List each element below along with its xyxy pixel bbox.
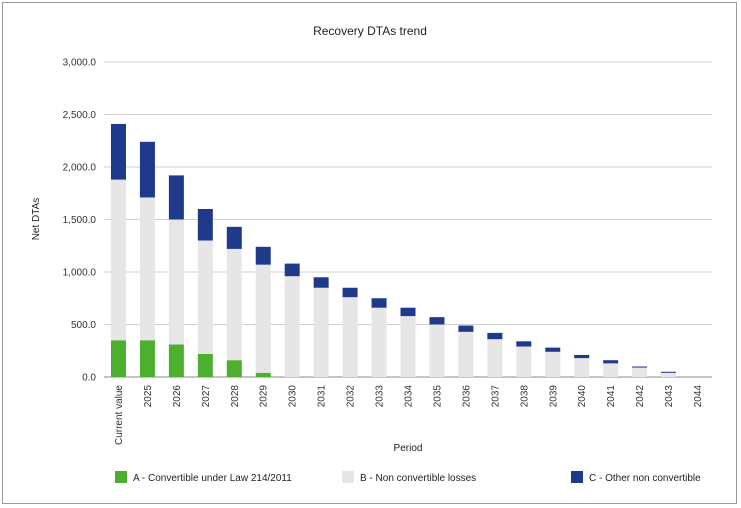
bar-segment-b [255,264,271,373]
bar-segment-b [574,358,590,377]
x-axis-label: Period [394,443,423,454]
bar-segment-b [458,331,474,377]
x-tick-label: 2043 [664,385,675,408]
x-tick-label: 2036 [461,385,472,408]
y-tick-label: 2,000.0 [63,163,97,174]
bar-segment-c [603,360,619,364]
bar-segment-c [342,287,358,298]
bar-segment-c [516,341,532,347]
x-tick-label: 2040 [577,385,588,408]
bar-segment-a [139,340,155,377]
legend-label: B - Non convertible losses [360,473,476,484]
legend-label: A - Convertible under Law 214/2011 [133,473,292,484]
chart-title: Recovery DTAs trend [313,24,427,38]
bar-segment-b [371,307,387,377]
bar-segment-b [226,248,242,361]
bar-segment-b [603,363,619,377]
legend-swatch [342,471,354,483]
bar-segment-a [255,372,271,377]
bar-segment-c [168,175,184,220]
legend-label: C - Other non convertible [589,473,701,484]
bar-segment-b [487,339,503,377]
bar-segment-b [661,372,677,377]
bar-segment-c [574,354,590,359]
bar-segment-c [545,347,561,352]
bar-segment-b [313,287,329,377]
bar-segment-b [545,351,561,377]
x-tick-label: 2034 [404,385,415,408]
legend: A - Convertible under Law 214/2011 B - No… [115,471,701,484]
x-tick-label: 2038 [519,385,530,408]
y-tick-label: 1,500.0 [63,215,97,226]
y-tick-label: 500.0 [71,320,96,331]
y-axis-ticks: 0.0 500.0 1,000.0 1,500.0 2,000.0 2,500.0 3,00… [63,58,97,384]
x-axis-ticks: Current value 2025 2026 2027 2028 2029 2030 203… [114,385,704,445]
x-tick-label: 2044 [693,385,704,408]
bar-segment-c [429,317,445,325]
bar-segment-b [168,219,184,345]
y-tick-label: 1,000.0 [63,268,97,279]
bar-segment-c [632,366,648,368]
y-tick-label: 3,000.0 [63,58,97,69]
x-tick-label: Current value [114,385,125,445]
bars [110,123,677,377]
bar-segment-a [168,344,184,377]
x-tick-label: 2039 [548,385,559,408]
bar-segment-c [226,226,242,249]
bar-segment-c [313,277,329,288]
legend-swatch [115,471,127,483]
bar-segment-c [661,371,677,373]
x-tick-label: 2041 [606,385,617,408]
bar-segment-c [371,298,387,308]
bar-segment-c [400,307,416,317]
x-tick-label: 2028 [230,385,241,408]
x-tick-label: 2037 [490,385,501,408]
x-tick-label: 2026 [172,385,183,408]
bar-segment-b [284,276,300,377]
x-tick-label: 2030 [288,385,299,408]
bar-segment-a [110,340,126,377]
bar-segment-c [458,325,474,332]
y-tick-label: 0.0 [82,373,96,384]
bar-segment-c [110,123,126,180]
legend-swatch [571,471,583,483]
bar-segment-b [400,316,416,377]
bar-segment-b [110,179,126,341]
bar-segment-b [516,346,532,377]
bar-segment-a [197,353,213,377]
bar-segment-b [342,297,358,377]
x-tick-label: 2029 [259,385,270,408]
x-tick-label: 2027 [201,385,212,408]
bar-segment-c [284,263,300,277]
bar-segment-b [197,240,213,354]
x-tick-label: 2032 [346,385,357,408]
x-tick-label: 2033 [375,385,386,408]
x-tick-label: 2042 [635,385,646,408]
x-tick-label: 2031 [317,385,328,408]
bar-segment-b [429,324,445,377]
y-axis-label: Net DTAs [31,198,42,241]
bar-segment-c [255,246,271,265]
bar-segment-c [139,141,155,198]
bar-segment-c [487,332,503,340]
bar-segment-c [197,209,213,241]
bar-segment-a [226,360,242,377]
bar-segment-b [139,197,155,341]
x-tick-label: 2035 [432,385,443,408]
bar-segment-b [632,367,648,377]
x-tick-label: 2025 [143,385,154,408]
y-tick-label: 2,500.0 [63,110,97,121]
